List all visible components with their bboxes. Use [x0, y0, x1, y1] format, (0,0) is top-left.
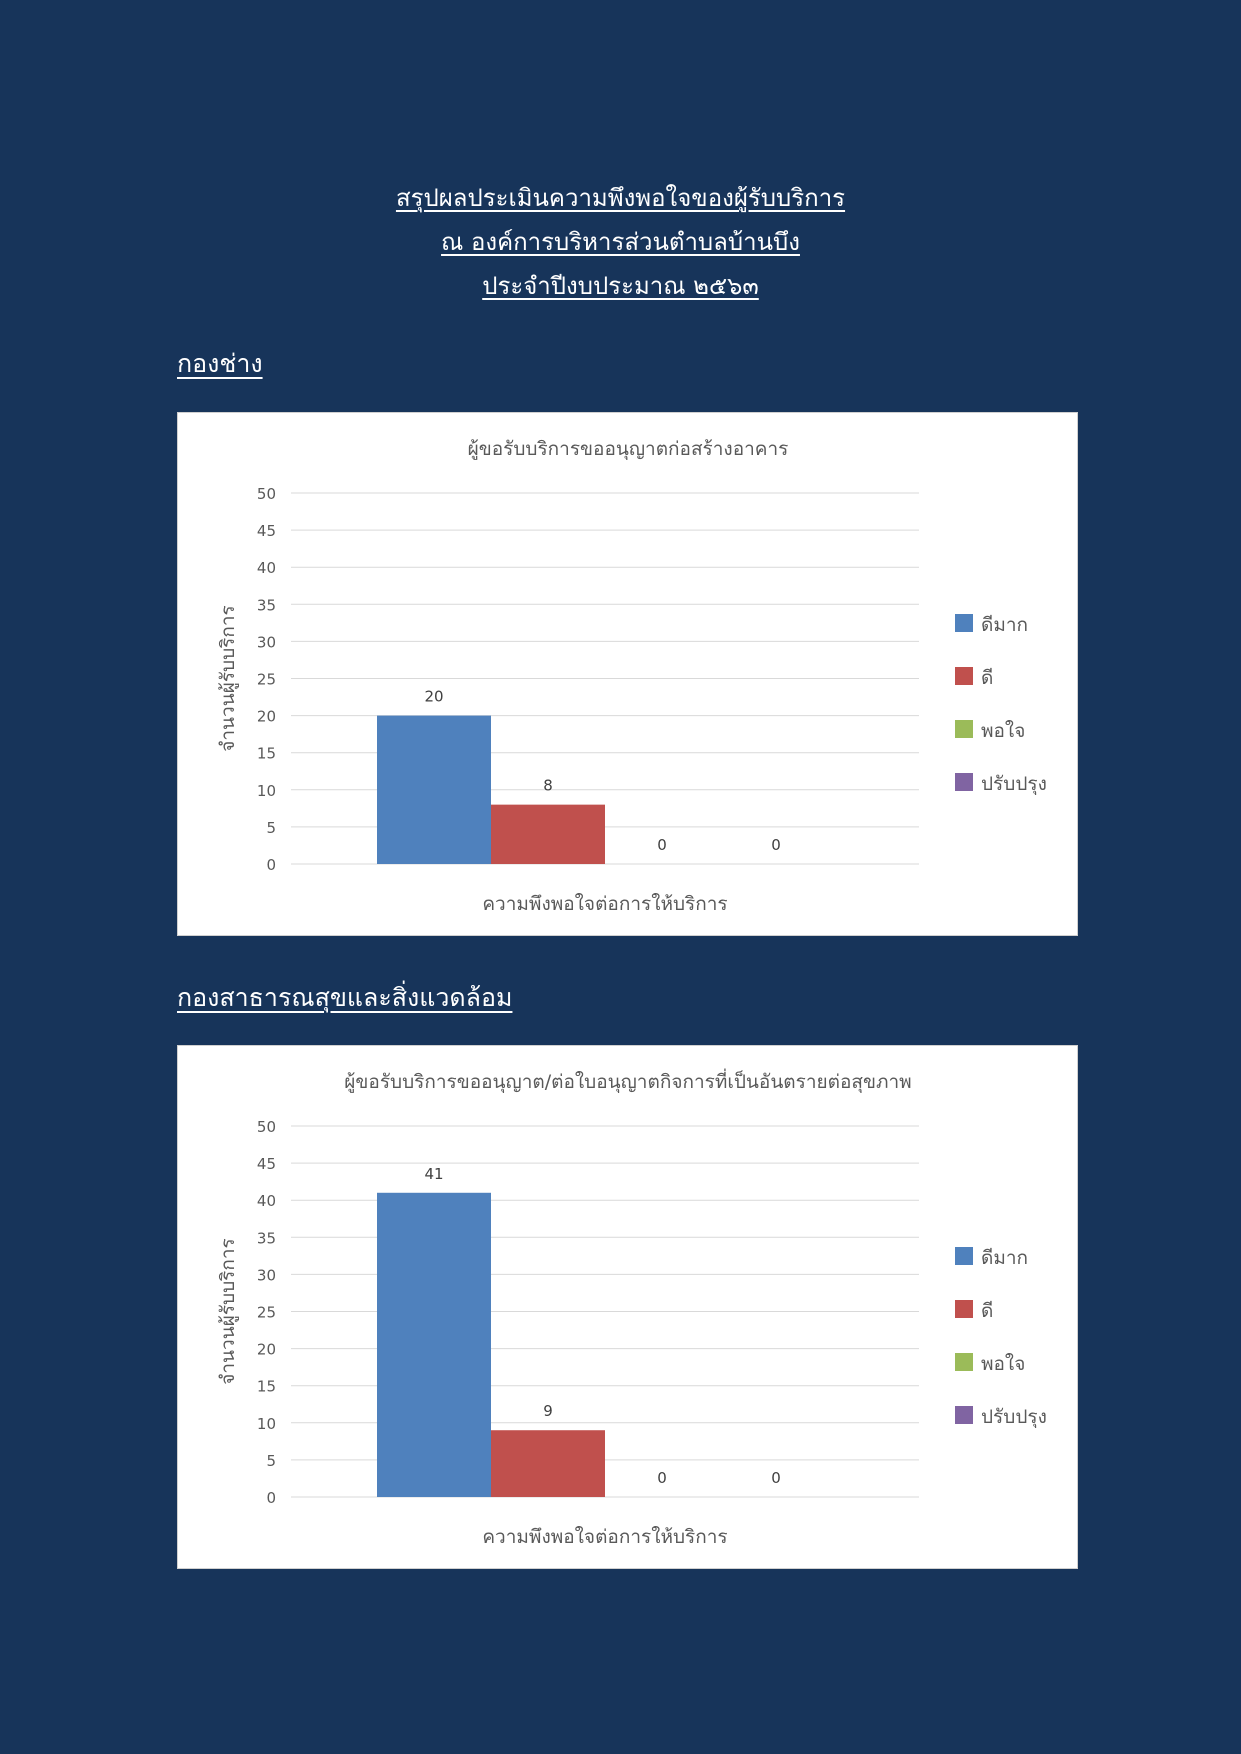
bar-2 [491, 1430, 605, 1497]
x-axis-label: ความพึงพอใจต่อการให้บริการ [482, 1526, 727, 1548]
chart-public-health: ผู้ขอรับบริการขออนุญาต/ต่อใบอนุญาตกิจการ… [177, 1045, 1078, 1569]
y-axis-label: จำนวนผู้รับบริการ [217, 605, 239, 752]
legend-swatch-4 [955, 773, 973, 791]
y-tick-label: 20 [257, 708, 276, 726]
bar-2 [491, 804, 605, 864]
legend-label: พอใจ [981, 1353, 1025, 1375]
y-tick-label: 5 [266, 1452, 276, 1470]
chart-public-health-svg: ผู้ขอรับบริการขออนุญาต/ต่อใบอนุญาตกิจการ… [217, 1068, 1047, 1548]
y-tick-label: 25 [257, 1304, 276, 1322]
data-label: 9 [543, 1402, 553, 1420]
y-tick-label: 10 [257, 782, 276, 800]
y-tick-label: 35 [257, 1229, 276, 1247]
data-label: 0 [657, 1469, 667, 1487]
y-tick-label: 10 [257, 1415, 276, 1433]
data-label: 41 [424, 1165, 443, 1183]
y-tick-label: 15 [257, 745, 276, 763]
legend-label: พอใจ [981, 720, 1025, 742]
section-heading-public-health: กองสาธารณสุขและสิ่งแวดล้อม [177, 983, 513, 1012]
y-tick-label: 50 [257, 1118, 276, 1136]
legend-label: ปรับปรุง [981, 1406, 1047, 1429]
legend-swatch-3 [955, 720, 973, 738]
legend-label: ดี [981, 1300, 993, 1322]
chart-title: ผู้ขอรับบริการขออนุญาต/ต่อใบอนุญาตกิจการ… [344, 1068, 911, 1094]
legend-label: ดี [981, 667, 993, 689]
y-tick-label: 40 [257, 1192, 276, 1210]
legend-label: ดีมาก [981, 614, 1028, 636]
report-title-line-2: ณ องค์การบริหารส่วนตำบลบ้านบึง [441, 228, 800, 256]
legend-swatch-3 [955, 1353, 973, 1371]
section-heading-engineering: กองช่าง [177, 349, 263, 378]
y-tick-label: 5 [266, 819, 276, 837]
chart-engineering: ผู้ขอรับบริการขออนุญาตก่อสร้างอาคาร 0 5 10 1… [177, 412, 1078, 936]
legend-swatch-1 [955, 1247, 973, 1265]
data-label: 20 [424, 688, 443, 706]
chart-title: ผู้ขอรับบริการขออนุญาตก่อสร้างอาคาร [468, 438, 789, 461]
legend-label: ดีมาก [981, 1247, 1028, 1269]
y-tick-label: 0 [266, 1489, 276, 1507]
y-tick-label: 45 [257, 522, 276, 540]
bar-1 [377, 715, 491, 864]
report-title-line-1: สรุปผลประเมินความพึงพอใจของผู้รับบริการ [395, 184, 846, 212]
y-tick-label: 30 [257, 633, 276, 651]
report-title-line-3: ประจำปีงบประมาณ ๒๕๖๓ [482, 272, 759, 300]
legend-swatch-2 [955, 667, 973, 685]
y-tick-label: 35 [257, 596, 276, 614]
legend-swatch-1 [955, 614, 973, 632]
y-tick-label: 30 [257, 1266, 276, 1284]
y-tick-label: 50 [257, 485, 276, 503]
y-tick-label: 15 [257, 1378, 276, 1396]
data-label: 0 [771, 1469, 781, 1487]
legend-label: ปรับปรุง [981, 773, 1047, 796]
y-tick-label: 0 [266, 856, 276, 874]
chart-engineering-svg: ผู้ขอรับบริการขออนุญาตก่อสร้างอาคาร 0 5 10 1… [217, 438, 1047, 915]
bar-1 [377, 1192, 491, 1497]
y-axis-label: จำนวนผู้รับบริการ [217, 1238, 239, 1385]
data-label: 8 [543, 777, 553, 795]
legend-swatch-2 [955, 1300, 973, 1318]
y-tick-label: 20 [257, 1341, 276, 1359]
legend-swatch-4 [955, 1406, 973, 1424]
y-tick-label: 45 [257, 1155, 276, 1173]
x-axis-label: ความพึงพอใจต่อการให้บริการ [482, 893, 727, 915]
data-label: 0 [657, 836, 667, 854]
y-tick-label: 40 [257, 559, 276, 577]
y-tick-label: 25 [257, 671, 276, 689]
data-label: 0 [771, 836, 781, 854]
